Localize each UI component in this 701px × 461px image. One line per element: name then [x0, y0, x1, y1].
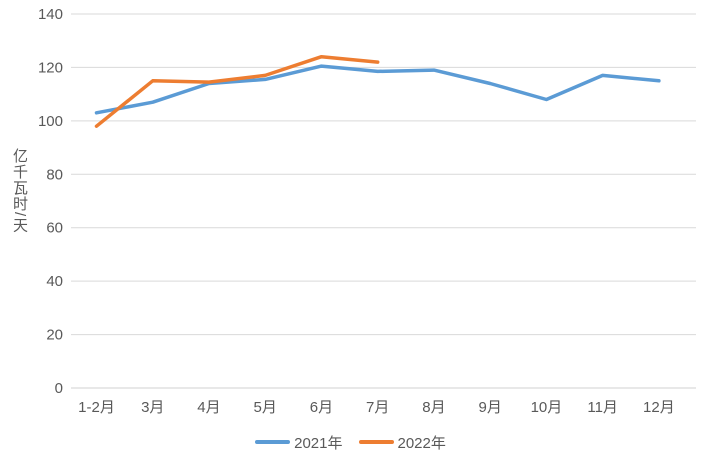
- legend-label: 2022年: [397, 434, 446, 452]
- legend-label: 2021年: [294, 434, 343, 452]
- x-axis-label: 8月: [422, 399, 445, 416]
- legend-item-2021年: 2021年: [255, 432, 343, 453]
- y-tick-label: 40: [46, 273, 63, 290]
- x-axis-label: 9月: [479, 399, 502, 416]
- y-tick-label: 0: [55, 380, 63, 397]
- legend-swatch-icon: [255, 440, 291, 444]
- x-axis-label: 3月: [141, 399, 164, 416]
- series-line-2022年: [94, 54, 380, 128]
- legend: 2021年 2022年: [0, 431, 701, 453]
- y-tick-label: 140: [38, 6, 63, 23]
- x-axis-label: 11月: [587, 399, 618, 416]
- legend-swatch-icon: [358, 440, 394, 444]
- y-tick-label: 20: [46, 327, 63, 344]
- x-axis-label: 5月: [254, 399, 277, 416]
- series-line-2021年: [94, 64, 661, 115]
- x-axis-label: 10月: [531, 399, 563, 416]
- x-axis-label: 4月: [197, 399, 220, 416]
- y-tick-label: 80: [46, 166, 63, 183]
- x-axis-label: 12月: [643, 399, 675, 416]
- x-axis-label: 7月: [366, 399, 389, 416]
- y-axis-title: 亿千瓦时/天: [11, 148, 28, 234]
- y-tick-label: 120: [38, 59, 63, 76]
- y-tick-label: 60: [46, 220, 63, 237]
- x-axis-label: 1-2月: [78, 399, 115, 416]
- y-tick-label: 100: [38, 113, 63, 130]
- x-axis-label: 6月: [310, 399, 333, 416]
- legend-item-2022年: 2022年: [358, 432, 446, 453]
